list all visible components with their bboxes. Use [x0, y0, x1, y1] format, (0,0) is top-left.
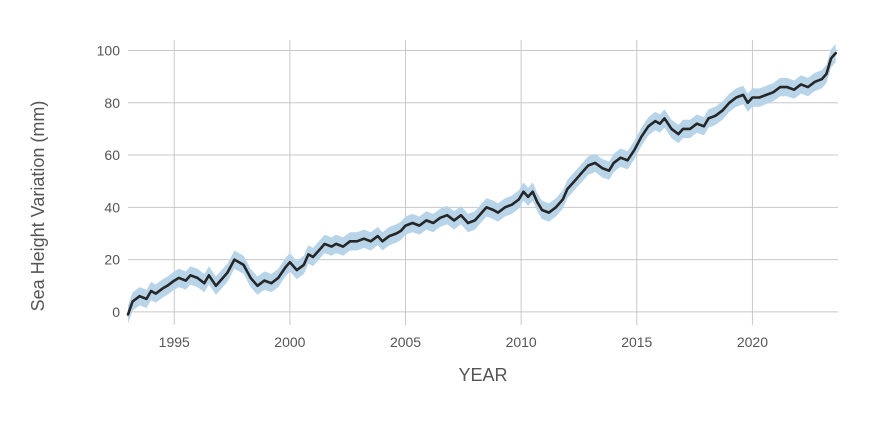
x-tick-labels: 1995 2000 2005 2010 2015 2020	[159, 334, 769, 350]
series-line	[126, 51, 838, 316]
y-axis-title: Sea Height Variation (mm)	[28, 101, 48, 312]
y-tick-label: 80	[104, 95, 120, 111]
x-tick-label: 2005	[390, 334, 421, 350]
uncertainty-band	[128, 43, 836, 324]
x-tick-label: 2010	[506, 334, 537, 350]
x-tick-label: 2015	[621, 334, 652, 350]
y-tick-label: 40	[104, 199, 120, 215]
uncertainty-band-area	[128, 43, 836, 324]
y-tick-label: 60	[104, 147, 120, 163]
x-axis-title: YEAR	[458, 365, 507, 385]
y-tick-label: 20	[104, 252, 120, 268]
series-line-group	[126, 51, 838, 316]
grid	[128, 40, 838, 325]
y-tick-label: 0	[112, 304, 120, 320]
x-tick-label: 1995	[159, 334, 190, 350]
x-tick-label: 2020	[737, 334, 768, 350]
y-tick-labels: 0 20 40 60 80 100	[97, 42, 121, 319]
y-tick-label: 100	[97, 42, 121, 58]
x-tick-label: 2000	[274, 334, 305, 350]
